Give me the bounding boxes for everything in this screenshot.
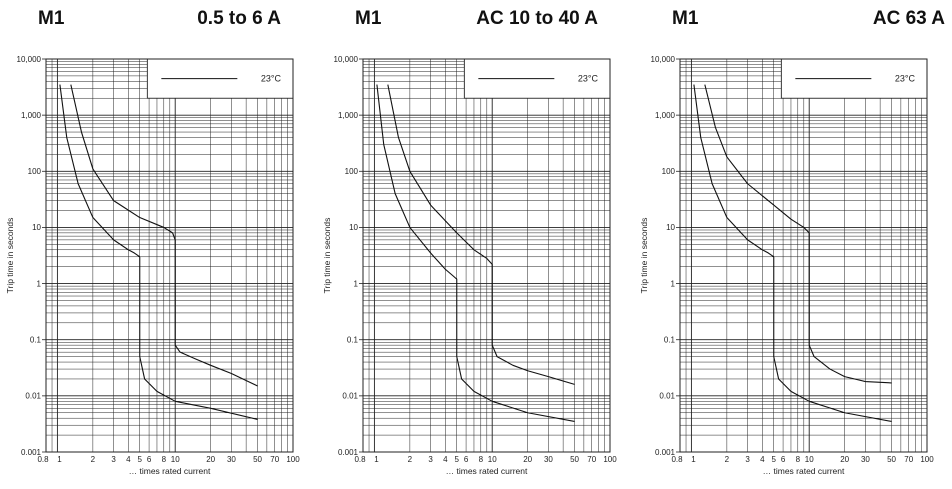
x-tick-label: 70 <box>587 455 596 464</box>
y-tick-label: 1,000 <box>21 111 42 120</box>
x-tick-label: 70 <box>904 455 913 464</box>
y-tick-label: 10 <box>349 223 358 232</box>
x-tick-label: 30 <box>544 455 553 464</box>
x-tick-label: 8 <box>162 455 167 464</box>
x-tick-label: 1 <box>374 455 379 464</box>
legend-label: 23°C <box>895 74 916 84</box>
x-tick-label: 10 <box>171 455 180 464</box>
y-tick-label: 0.1 <box>664 336 676 345</box>
x-tick-label: 3 <box>745 455 750 464</box>
trip-curve-chart: 23°C 0.001 0.01 0.1 1 10 100 1,000 10,000 0.8 1 2 3 4… <box>639 55 934 476</box>
y-axis-label: Trip time in seconds <box>639 218 649 294</box>
x-tick-label: 0.8 <box>37 455 49 464</box>
x-tick-label: 10 <box>488 455 497 464</box>
trip-curve-lower <box>59 84 258 420</box>
y-axis-label: Trip time in seconds <box>5 218 15 294</box>
y-tick-label: 1,000 <box>338 111 359 120</box>
y-tick-label: 10,000 <box>651 55 676 64</box>
x-tick-label: 10 <box>805 455 814 464</box>
device-title: M1 <box>355 8 382 29</box>
plot-frame <box>362 58 611 453</box>
y-tick-label: 0.001 <box>655 448 676 457</box>
chart-panel-1: M1 0.5 to 6 A 23°C 0.001 0.01 0.1 1 10 100 1,00… <box>0 0 317 489</box>
y-tick-label: 100 <box>662 167 676 176</box>
x-tick-label: 20 <box>840 455 849 464</box>
y-tick-label: 100 <box>345 167 359 176</box>
x-tick-label: 2 <box>725 455 730 464</box>
x-tick-label: 1 <box>691 455 696 464</box>
chart-title: AC 63 A <box>872 8 945 29</box>
y-tick-label: 100 <box>28 167 42 176</box>
y-tick-label: 10,000 <box>17 55 42 64</box>
trip-curve-chart: 23°C 0.001 0.01 0.1 1 10 100 1,000 10,000 0.8 1 2 3 4… <box>5 55 300 476</box>
trip-curve-upper <box>704 84 892 384</box>
trip-curve-chart: 23°C 0.001 0.01 0.1 1 10 100 1,000 10,000 0.8 1 2 3 4… <box>322 55 617 476</box>
x-axis-label: … times rated current <box>763 466 845 476</box>
trip-curve-lower <box>376 84 575 422</box>
y-tick-label: 1 <box>37 279 42 288</box>
x-tick-label: 50 <box>253 455 262 464</box>
x-tick-label: 3 <box>111 455 116 464</box>
trip-curve-lower <box>693 84 892 422</box>
plot-frame <box>679 58 928 453</box>
y-tick-label: 10,000 <box>334 55 359 64</box>
x-tick-label: 0.8 <box>354 455 366 464</box>
trip-curve-upper <box>387 84 575 385</box>
y-tick-label: 0.01 <box>342 392 358 401</box>
y-axis-label: Trip time in seconds <box>322 218 332 294</box>
chart-panel-2: M1 AC 10 to 40 A 23°C 0.001 0.01 0.1 1 10 100 1… <box>317 0 634 489</box>
x-tick-label: 100 <box>286 455 300 464</box>
y-tick-label: 0.1 <box>347 336 359 345</box>
chart-title: 0.5 to 6 A <box>197 8 281 29</box>
x-axis-label: … times rated current <box>129 466 211 476</box>
y-tick-label: 1 <box>671 279 676 288</box>
x-tick-label: 5 <box>772 455 777 464</box>
x-tick-label: 50 <box>887 455 896 464</box>
chart-title: AC 10 to 40 A <box>476 8 598 29</box>
legend-label: 23°C <box>261 74 282 84</box>
y-tick-label: 1 <box>354 279 359 288</box>
x-axis-label: … times rated current <box>446 466 528 476</box>
chart-panel-3: M1 AC 63 A 23°C 0.001 0.01 0.1 1 10 100 1,000 10… <box>634 0 951 489</box>
x-tick-label: 8 <box>479 455 484 464</box>
x-tick-label: 2 <box>408 455 413 464</box>
device-title: M1 <box>672 8 699 29</box>
x-tick-label: 70 <box>270 455 279 464</box>
trip-curve-upper <box>70 84 258 387</box>
x-tick-label: 6 <box>781 455 786 464</box>
x-tick-label: 1 <box>57 455 62 464</box>
x-tick-label: 4 <box>760 455 765 464</box>
x-tick-label: 4 <box>443 455 448 464</box>
x-tick-label: 2 <box>91 455 96 464</box>
legend-label: 23°C <box>578 74 599 84</box>
x-tick-label: 6 <box>147 455 152 464</box>
x-tick-label: 30 <box>227 455 236 464</box>
x-tick-label: 100 <box>920 455 934 464</box>
x-tick-label: 6 <box>464 455 469 464</box>
y-tick-label: 0.01 <box>25 392 41 401</box>
x-tick-label: 0.8 <box>671 455 683 464</box>
x-tick-label: 100 <box>603 455 617 464</box>
x-tick-label: 5 <box>455 455 460 464</box>
y-tick-label: 10 <box>32 223 41 232</box>
x-tick-label: 20 <box>206 455 215 464</box>
plot-frame <box>45 58 294 453</box>
x-tick-label: 8 <box>796 455 801 464</box>
x-tick-label: 3 <box>428 455 433 464</box>
y-tick-label: 0.001 <box>21 448 42 457</box>
y-tick-label: 10 <box>666 223 675 232</box>
y-tick-label: 0.01 <box>659 392 675 401</box>
x-tick-label: 5 <box>138 455 143 464</box>
y-tick-label: 1,000 <box>655 111 676 120</box>
x-tick-label: 4 <box>126 455 131 464</box>
device-title: M1 <box>38 8 65 29</box>
x-tick-label: 30 <box>861 455 870 464</box>
x-tick-label: 20 <box>523 455 532 464</box>
y-tick-label: 0.001 <box>338 448 359 457</box>
y-tick-label: 0.1 <box>30 336 42 345</box>
x-tick-label: 50 <box>570 455 579 464</box>
